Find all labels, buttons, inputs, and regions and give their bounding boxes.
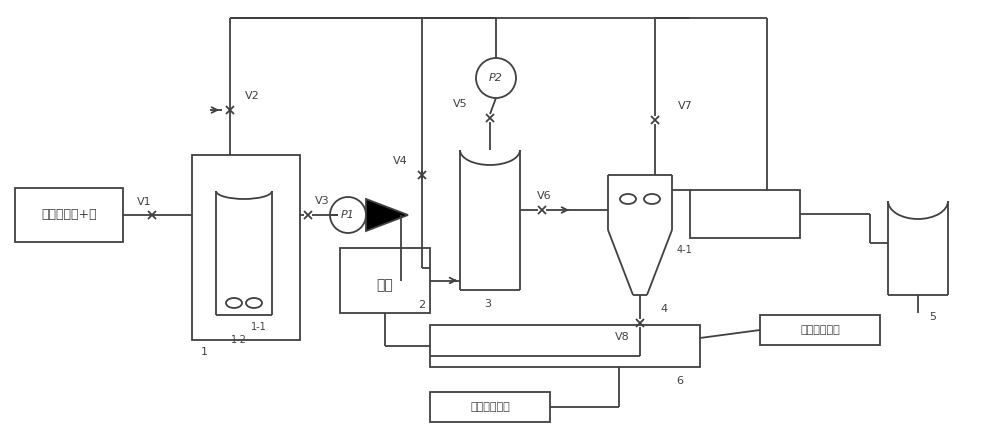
Ellipse shape	[620, 194, 636, 204]
Text: V2: V2	[245, 91, 259, 101]
Text: V1: V1	[137, 197, 151, 207]
Bar	[340, 248, 430, 313]
Text: 2: 2	[418, 300, 426, 310]
Text: 5: 5	[930, 312, 936, 322]
Text: 烘干: 烘干	[377, 278, 393, 292]
Text: 固体生物燃料: 固体生物燃料	[470, 402, 510, 412]
Text: 6: 6	[676, 376, 684, 386]
Ellipse shape	[226, 298, 242, 308]
Text: 1-1: 1-1	[251, 322, 267, 332]
Bar	[192, 155, 300, 340]
Text: 3: 3	[484, 299, 492, 309]
Text: P2: P2	[489, 73, 503, 83]
Text: V3: V3	[315, 196, 329, 206]
Text: 4-1: 4-1	[677, 245, 693, 255]
Text: V4: V4	[393, 156, 407, 166]
Text: 4: 4	[660, 304, 668, 314]
Text: 中间相炭微球: 中间相炭微球	[800, 325, 840, 335]
Polygon shape	[366, 199, 408, 231]
Bar	[15, 188, 123, 242]
Circle shape	[476, 58, 516, 98]
Text: V6: V6	[537, 191, 551, 201]
Bar	[430, 325, 700, 367]
Bar	[430, 392, 550, 422]
Text: 1-2: 1-2	[231, 335, 247, 345]
Circle shape	[330, 197, 366, 233]
Bar	[760, 315, 880, 345]
Text: V8: V8	[615, 332, 629, 342]
Text: V7: V7	[678, 101, 692, 111]
Ellipse shape	[644, 194, 660, 204]
Text: V5: V5	[453, 99, 467, 109]
Bar	[690, 190, 800, 238]
Text: 1: 1	[200, 347, 208, 357]
Text: 新鲜生物质+水: 新鲜生物质+水	[41, 208, 97, 222]
Text: P1: P1	[341, 210, 355, 220]
Ellipse shape	[246, 298, 262, 308]
